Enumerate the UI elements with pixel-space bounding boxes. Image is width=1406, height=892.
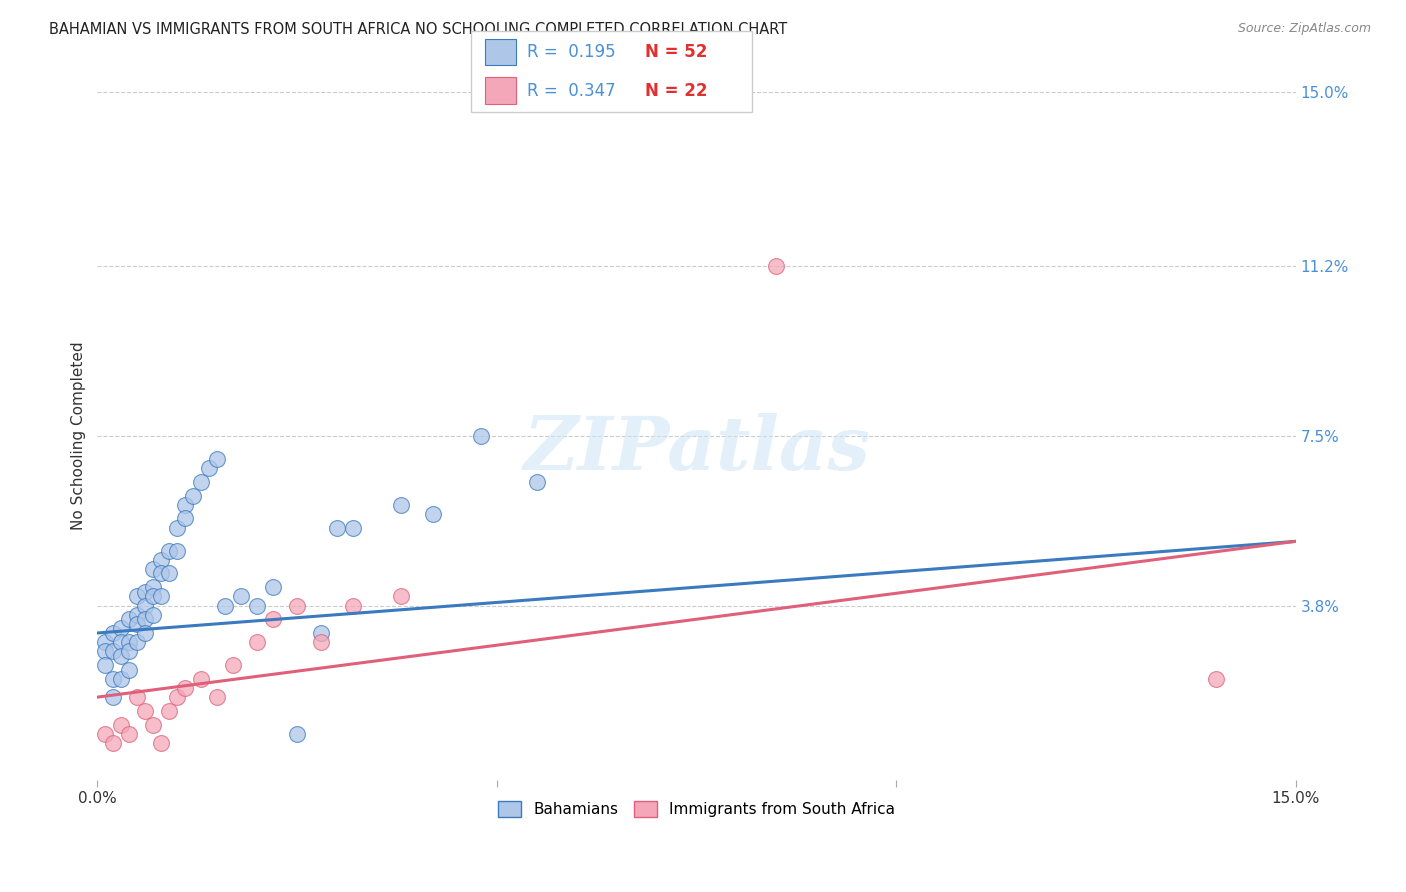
Text: N = 22: N = 22 [645,82,707,100]
Text: Source: ZipAtlas.com: Source: ZipAtlas.com [1237,22,1371,36]
Point [205,451,228,466]
Point [309,626,332,640]
Point [157,543,180,558]
Point [127,590,149,604]
Point [110,648,132,663]
Point [103,690,125,705]
Point [246,635,269,649]
Text: R =  0.347: R = 0.347 [527,82,616,100]
Point [127,616,149,631]
Point [246,599,269,613]
Point [470,429,492,443]
Point [94,727,117,741]
Point [150,590,173,604]
Point [231,590,253,604]
Legend: Bahamians, Immigrants from South Africa: Bahamians, Immigrants from South Africa [492,796,901,823]
Point [150,566,173,581]
Point [174,681,197,695]
Point [765,260,787,274]
Point [326,520,349,534]
Point [110,621,132,635]
Point [134,612,156,626]
Point [422,507,444,521]
Point [285,599,308,613]
Point [134,599,156,613]
Point [262,580,284,594]
Point [166,690,188,705]
Point [110,717,132,731]
Point [285,727,308,741]
Point [166,543,188,558]
Point [103,736,125,750]
Point [174,511,197,525]
Point [342,599,364,613]
Point [94,658,117,673]
Text: R =  0.195: R = 0.195 [527,43,616,61]
Text: ZIPatlas: ZIPatlas [523,414,870,486]
Text: BAHAMIAN VS IMMIGRANTS FROM SOUTH AFRICA NO SCHOOLING COMPLETED CORRELATION CHAR: BAHAMIAN VS IMMIGRANTS FROM SOUTH AFRICA… [49,22,787,37]
Point [127,635,149,649]
Point [94,635,117,649]
Point [142,607,165,622]
Point [205,690,228,705]
Point [181,489,204,503]
Point [198,461,221,475]
Point [157,566,180,581]
Point [190,475,212,489]
Point [94,644,117,658]
Point [127,690,149,705]
Point [526,475,548,489]
Text: N = 52: N = 52 [645,43,707,61]
Point [342,520,364,534]
Point [142,580,165,594]
Point [157,704,180,718]
Point [166,520,188,534]
Point [134,584,156,599]
Point [103,644,125,658]
Point [262,612,284,626]
Point [110,635,132,649]
Point [222,658,245,673]
Point [150,736,173,750]
Point [118,663,141,677]
Point [118,727,141,741]
Point [190,672,212,686]
Point [1205,672,1227,686]
Point [142,717,165,731]
Point [150,552,173,566]
Point [118,612,141,626]
Point [389,498,412,512]
Y-axis label: No Schooling Completed: No Schooling Completed [72,342,86,531]
Point [174,498,197,512]
Point [118,635,141,649]
Point [134,704,156,718]
Point [110,672,132,686]
Point [309,635,332,649]
Point [103,672,125,686]
Point [118,644,141,658]
Point [389,590,412,604]
Point [134,626,156,640]
Point [214,599,236,613]
Point [142,562,165,576]
Point [127,607,149,622]
Point [103,626,125,640]
Point [142,590,165,604]
